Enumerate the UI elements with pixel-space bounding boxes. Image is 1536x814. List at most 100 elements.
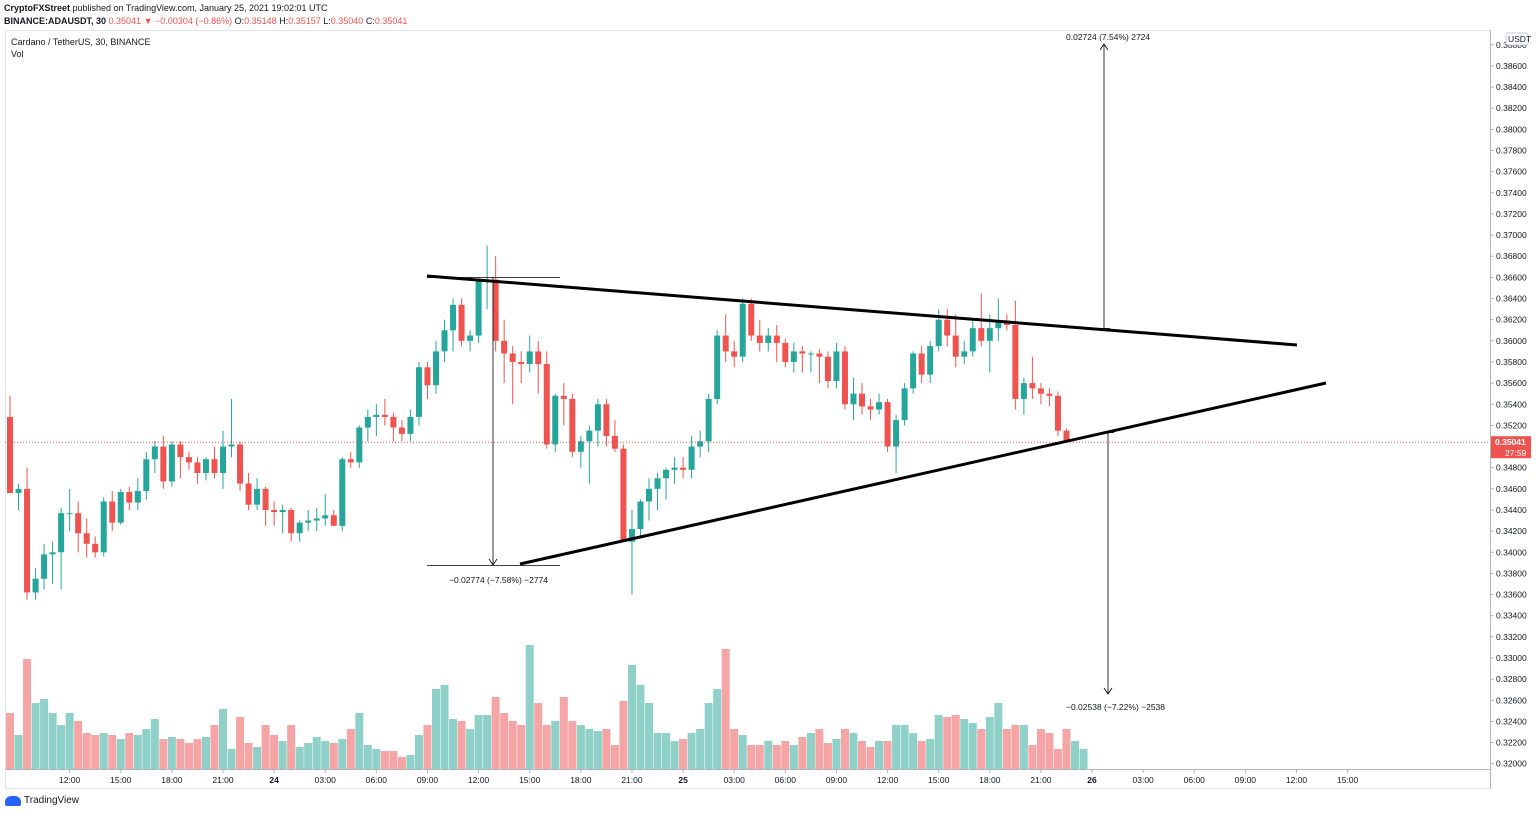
candle-body [109, 501, 116, 523]
candle-up [407, 409, 414, 442]
volume-bar [849, 733, 858, 769]
time-tick-label: 09:00 [826, 775, 848, 785]
volume-bar [261, 725, 270, 769]
time-tick-label: 06:00 [1184, 775, 1206, 785]
volume-bar [1045, 733, 1054, 769]
candle-body [501, 340, 508, 354]
price-tick-label: 0.37600 [1496, 167, 1527, 177]
price-badge-bg [1491, 436, 1531, 459]
candle-body [347, 459, 354, 463]
time-tick-label: 09:00 [417, 775, 439, 785]
volume-bar [466, 729, 475, 769]
measure-top-label: 0.02724 (7.54%) 2724 [1066, 32, 1150, 42]
candle-up [433, 340, 439, 394]
candle-body [262, 488, 269, 510]
volume-bar [866, 747, 875, 769]
candle-body [995, 321, 1002, 329]
volume-bar [414, 735, 423, 769]
time-tick-label: 12:00 [59, 775, 81, 785]
low-value: 0.35040 [330, 16, 364, 26]
volume-bar [985, 717, 994, 769]
last-price: 0.35041 [108, 16, 142, 26]
volume-bar [900, 725, 909, 769]
candle-body [893, 420, 900, 447]
price-tick-label: 0.34000 [1496, 547, 1527, 557]
volume-bar [201, 737, 210, 769]
candles [7, 245, 1070, 600]
candle-up [356, 425, 363, 468]
candle-up [66, 488, 73, 532]
volume-bar [687, 733, 696, 769]
candle-up [663, 467, 670, 500]
volume-legend[interactable]: Vol [11, 49, 24, 59]
volume-bar [627, 665, 636, 769]
candle-up [279, 504, 286, 534]
price-tick-label: 0.32200 [1496, 738, 1527, 748]
volume-bar [380, 751, 389, 769]
candle-body [739, 303, 746, 357]
candle-body [560, 395, 567, 399]
candle-body [313, 518, 320, 521]
volume-bar [858, 741, 866, 769]
candle-down [237, 441, 244, 491]
candle-body [7, 416, 13, 494]
candle-up [969, 319, 976, 357]
down-arrow-icon: ▼ [143, 16, 153, 26]
price-axis[interactable]: 0.388000.386000.384000.382000.380000.378… [1490, 40, 1527, 769]
candle-up [646, 478, 652, 521]
candle-up [202, 457, 209, 481]
price-tick-label: 0.36600 [1496, 272, 1527, 282]
candle-up [637, 499, 644, 537]
candle-up [901, 383, 908, 426]
currency-badge[interactable]: USDT [1505, 32, 1531, 46]
candle-body [1046, 393, 1053, 396]
measure-tool-left[interactable]: −0.02774 (−7.58%) −2774 [427, 277, 560, 585]
candle-body [543, 364, 550, 445]
volume-bar [747, 745, 756, 769]
price-tick-label: 0.34200 [1496, 526, 1527, 536]
volume-bar [840, 729, 849, 769]
candle-body [833, 351, 840, 381]
candle-down [918, 346, 925, 384]
candle-down [185, 451, 192, 470]
volume-bar [815, 729, 824, 769]
candle-body [1029, 383, 1036, 389]
price-tick-label: 0.34800 [1496, 463, 1527, 473]
time-axis[interactable]: 12:00 15:00 18:00 21:00 24 03:00 06:00 09:00 12:… [59, 769, 1359, 785]
candle-body [841, 351, 848, 405]
lower-trendline[interactable] [519, 381, 1327, 566]
close-label: C: [365, 16, 375, 26]
symbol-legend[interactable]: Cardano / TetherUS, 30, BINANCE [11, 37, 151, 47]
volume-bar [517, 725, 526, 769]
candle-down [952, 314, 959, 368]
candle-down [867, 398, 874, 421]
candle-up [168, 441, 175, 487]
volume-bar [721, 649, 730, 769]
volume-bar [764, 741, 773, 769]
candle-body [1037, 388, 1044, 394]
volume-bar [159, 739, 168, 769]
candle-body [509, 353, 516, 362]
candle-body [535, 351, 542, 365]
volume-bar [559, 697, 568, 769]
publisher-name[interactable]: CryptoFXStreet [4, 3, 71, 13]
candle-body [15, 488, 22, 494]
volume-bar [312, 737, 321, 769]
price-tick-label: 0.38000 [1496, 124, 1527, 134]
candle-down [160, 435, 167, 489]
tradingview-logo[interactable]: TradingView [5, 795, 79, 806]
candle-up [143, 451, 150, 500]
candle-up [961, 340, 968, 365]
volume-bar [270, 735, 279, 769]
candle-body [390, 416, 397, 428]
upper-trendline[interactable] [426, 274, 1298, 347]
price-tick-label: 0.32000 [1496, 759, 1527, 769]
volume-bar [670, 741, 679, 769]
candle-body [41, 554, 48, 579]
time-tick-label: 15:00 [110, 775, 132, 785]
candle-up [594, 398, 601, 447]
measure-tool-down[interactable]: −0.02538 (−7.22%) −2538 [1066, 432, 1165, 713]
triangle-pattern[interactable] [426, 274, 1327, 566]
measure-tool-up[interactable]: 0.02724 (7.54%) 2724 [1066, 32, 1150, 329]
